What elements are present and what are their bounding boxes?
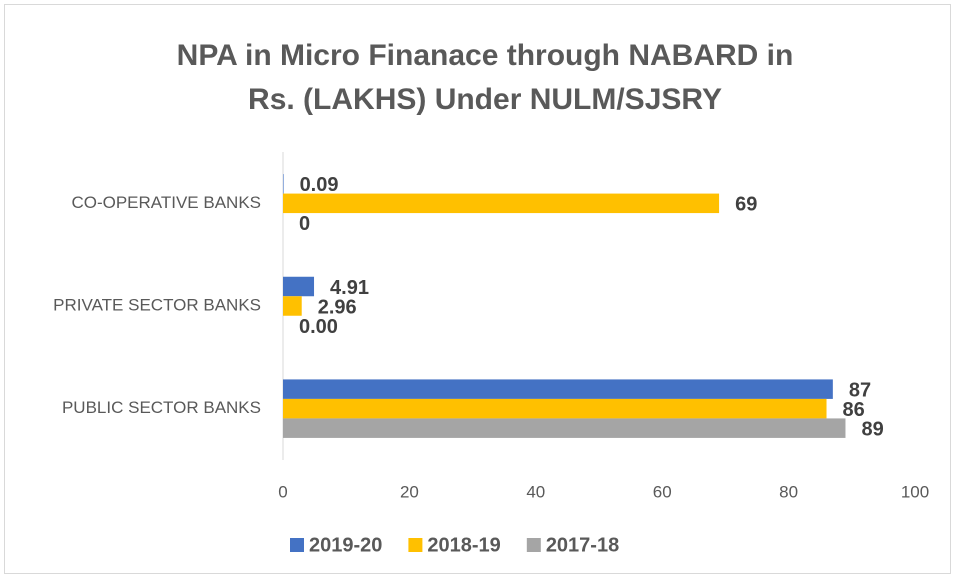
value-label: 86 — [843, 399, 865, 421]
x-tick-label: 20 — [400, 482, 419, 501]
value-label: 0 — [299, 213, 310, 235]
value-label: 69 — [735, 194, 757, 216]
x-tick-label: 0 — [278, 482, 287, 501]
bar — [283, 398, 827, 419]
y-tick-label: CO-OPERATIVE BANKS — [71, 193, 261, 212]
bar — [283, 296, 302, 316]
bar — [283, 276, 315, 297]
chart-title: NPA in Micro Finanace through NABARD in R… — [177, 39, 794, 116]
legend-label: 2019-20 — [309, 534, 382, 556]
bar — [283, 174, 284, 194]
value-label: 87 — [849, 379, 871, 401]
y-tick-label: PRIVATE SECTOR BANKS — [53, 295, 261, 314]
chart-border — [4, 4, 951, 574]
bar — [283, 193, 720, 214]
bar — [283, 379, 833, 399]
x-tick-label: 60 — [653, 482, 672, 501]
legend-label: 2017-18 — [546, 534, 619, 556]
value-label: 4.91 — [330, 277, 369, 299]
value-label: 89 — [861, 418, 883, 440]
x-tick-label: 40 — [526, 482, 545, 501]
bar — [283, 418, 846, 438]
value-label: 2.96 — [318, 296, 357, 318]
legend-label: 2018-19 — [427, 534, 500, 556]
legend-swatch — [290, 538, 304, 552]
value-label: 0.09 — [300, 174, 339, 196]
legend-swatch — [526, 538, 541, 552]
y-tick-label: PUBLIC SECTOR BANKS — [62, 398, 261, 417]
x-tick-label: 100 — [901, 482, 929, 501]
x-tick-label: 80 — [779, 482, 798, 501]
value-label: 0.00 — [299, 316, 338, 338]
legend-swatch — [408, 538, 423, 552]
